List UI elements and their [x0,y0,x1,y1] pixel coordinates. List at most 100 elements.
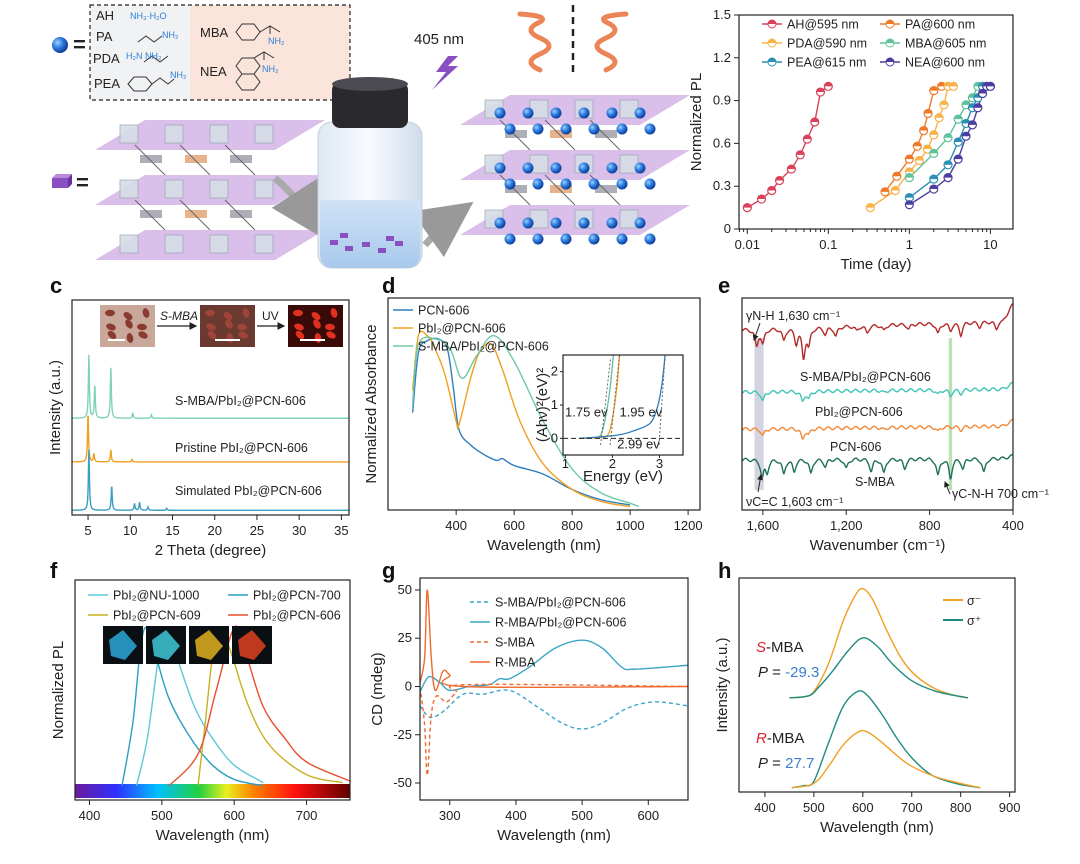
x-tick-label: 900 [999,800,1021,815]
plot-area [411,330,640,508]
inset-arrow-label-smba: S-MBA [160,309,198,323]
series-line-h-2 [791,690,981,789]
legend-item: PbI₂@PCN-700 [228,589,341,603]
curved-arrow-icon [271,175,326,240]
data-point-fill [929,149,938,154]
legend-item: PbI₂@NU-1000 [88,589,199,603]
series-line-e-1 [742,381,1013,403]
data-point-fill [929,185,938,190]
x-axis-title: Energy (eV) [583,468,663,485]
data-point-fill [968,120,977,125]
p-equals: = [768,664,785,681]
data-point-fill [905,173,914,178]
x-tick-label: 500 [151,808,173,823]
linker [140,210,162,218]
legend-label: R-MBA/PbI₂@PCN-606 [495,616,627,630]
p-value: -29.3 [785,664,819,681]
c-inset-photos: S-MBA UV [100,305,343,347]
blue-sphere [578,217,590,229]
blue-sphere [532,233,544,245]
y-axis-title: Normalized PL [50,641,67,739]
curved-arrow-icon [411,201,474,258]
y-tick-label: 0 [405,678,412,693]
x-tick-label: 800 [561,518,583,533]
e-axes-frame [741,297,1014,511]
crystal-glow [152,630,180,660]
ligand-PA: PA [96,29,113,44]
plot-area [746,85,991,209]
data-point-fill [796,150,805,155]
legend-label: PDA@590 nm [787,37,867,51]
blue-sphere [588,233,600,245]
x-tick-label: 600 [852,800,874,815]
sample-name: -MBA [767,730,805,747]
x-tick-label: 400 [445,518,467,533]
x-axis-title: Wavelength (nm) [497,827,611,844]
crystal [295,330,305,340]
linker [550,130,572,138]
sample-name: -MBA [766,639,804,656]
x-axis-title: 2 Theta (degree) [155,542,266,559]
crystal-glow [195,630,223,660]
plot-area [742,303,1013,480]
crystal [138,331,148,339]
linker [550,185,572,193]
sample-chirality: S [756,639,766,656]
x-tick-label: 1 [906,237,913,252]
x-axis-title: Time (day) [840,256,911,273]
crystal [313,319,321,329]
series-line-h-0 [789,587,969,699]
series-line-d_inset-0 [579,355,614,439]
blue-sphere [644,123,656,135]
legend-label: S-MBA [495,636,535,650]
legend-label: PbI₂@PCN-609 [113,609,201,623]
data-point-fill [915,156,924,161]
crystal [126,333,134,343]
blue-sphere [494,107,506,119]
ligand-AH: AH [96,8,114,23]
x-tick-label: 10 [123,523,137,538]
series-line-g-2 [420,683,688,776]
y-axis-title: CD (mdeg) [369,652,386,725]
y-tick-label: 1.2 [713,50,731,65]
blue-sphere [560,178,572,190]
x-tick-label: 400 [754,800,776,815]
legend-label: NEA@600 nm [905,56,985,70]
legend-item: S-MBA [470,636,535,650]
crystal [311,312,321,320]
blue-sphere [494,217,506,229]
y-tick-label: -50 [393,775,412,790]
mba-ring [235,23,261,41]
data-point-fill [767,186,776,191]
x-tick-label: 500 [803,800,825,815]
metal-node-cube [164,234,184,254]
y-tick-label: 0 [551,430,558,445]
blue-sphere [588,123,600,135]
legend-item: PbI₂@PCN-609 [88,609,201,623]
data-point-fill [962,100,971,105]
x-tick-label: 25 [250,523,264,538]
panel-label-c: c [50,273,62,298]
metal-node-cube [164,124,184,144]
data-point-fill [944,133,953,138]
chart-c: 5 10 15 20 25 30 35 2 Theta (degree) Intensity (… [47,299,350,559]
y-tick-label: 25 [398,630,412,645]
x-tick-label: 10 [983,237,997,252]
data-point-fill [775,176,784,181]
blue-sphere [616,123,628,135]
annotation-arrow [752,322,761,341]
emission-wave-icon [517,11,552,73]
data-point-fill [929,86,938,91]
crystal [125,319,133,329]
legend-label: PbI₂@PCN-700 [253,589,341,603]
blue-sphere [532,178,544,190]
legend-item: PbI₂@PCN-606 [393,322,506,336]
series-line-g-0 [420,689,688,730]
color-spectrum-bar [75,784,350,798]
ligand-PA-formula: NH₂ [162,30,179,40]
purple-block-icon [52,174,72,188]
x-tick-label: 15 [165,523,179,538]
band-gap-label: 1.95 ev [619,405,662,420]
series-line-e-2 [742,418,1013,441]
data-point-fill [880,187,889,192]
